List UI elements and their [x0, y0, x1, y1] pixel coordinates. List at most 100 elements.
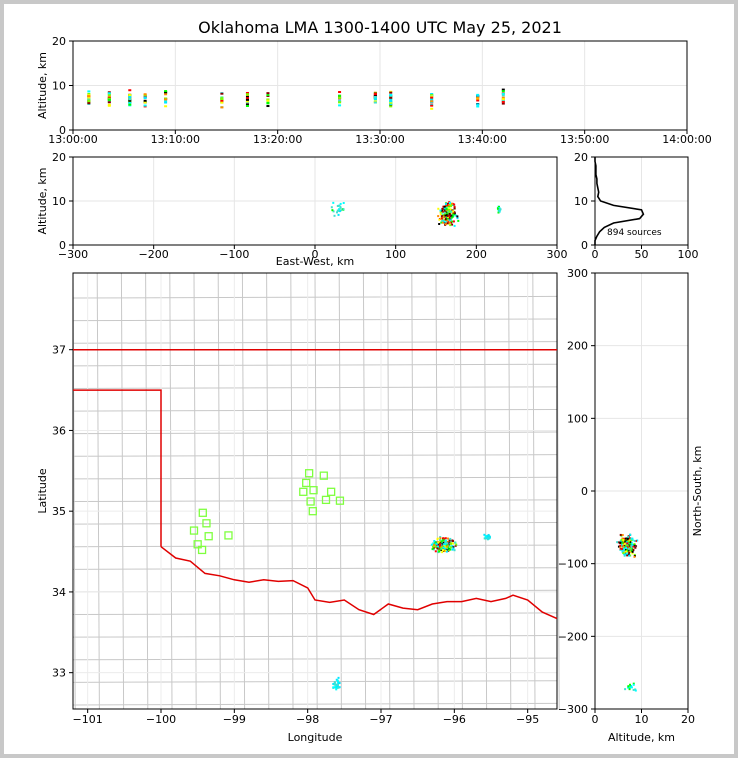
source-mark [441, 543, 444, 546]
county-line [72, 341, 558, 344]
source-mark [630, 539, 633, 542]
source-mark [434, 541, 437, 544]
source-mark [624, 543, 627, 546]
source-mark [452, 211, 455, 214]
source-mark [622, 551, 625, 554]
county-line [72, 408, 558, 412]
source-mark [628, 554, 631, 557]
altitude-histogram-panel: 0 50 100 0 10 20 894 sources [574, 151, 699, 261]
source-mark [437, 548, 440, 551]
source-mark [497, 211, 500, 214]
source-mark [439, 545, 442, 548]
source-mark [332, 201, 335, 204]
source-mark [450, 540, 453, 543]
source-mark [499, 208, 502, 211]
source-mark [626, 539, 629, 542]
source-mark [634, 688, 637, 691]
source-mark [628, 551, 631, 554]
source-mark [627, 540, 630, 543]
source-mark [454, 544, 457, 547]
x-tick-label: 100 [678, 248, 699, 261]
county-line [459, 272, 463, 710]
source-mark [373, 97, 377, 100]
source-mark [439, 536, 442, 539]
source-mark [440, 217, 443, 220]
source-mark [337, 686, 340, 689]
source-mark [438, 222, 441, 225]
source-mark [437, 551, 440, 554]
source-mark [451, 204, 454, 207]
source-mark [621, 534, 624, 537]
source-mark [440, 215, 443, 218]
source-mark [440, 546, 443, 549]
source-mark [335, 683, 338, 686]
source-mark [446, 222, 449, 225]
source-mark [128, 98, 132, 101]
source-mark [336, 685, 339, 688]
source-mark [164, 105, 168, 108]
x-tick-label: 10 [635, 713, 649, 726]
source-mark [451, 548, 454, 551]
source-mark [624, 553, 627, 556]
source-mark [446, 537, 449, 540]
source-mark [441, 549, 444, 552]
county-line [96, 272, 100, 710]
source-mark [452, 547, 455, 550]
source-mark [450, 216, 453, 219]
source-mark [338, 208, 341, 211]
source-mark [450, 215, 453, 218]
source-mark [476, 98, 480, 101]
source-mark [634, 540, 637, 543]
source-mark [442, 539, 445, 542]
source-mark [87, 92, 91, 95]
x-tick-label: 100 [385, 248, 406, 261]
source-mark [451, 223, 454, 226]
county-line [241, 272, 246, 710]
source-mark [446, 218, 449, 221]
source-mark [625, 550, 628, 553]
source-mark [444, 202, 447, 205]
x-tick-label: 0 [312, 248, 319, 261]
source-mark [497, 205, 500, 208]
source-mark [164, 98, 168, 101]
source-mark [631, 543, 634, 546]
source-mark [342, 201, 345, 204]
source-mark [434, 550, 437, 553]
x-tick-label: 13:50:00 [560, 133, 609, 146]
source-mark [483, 537, 486, 540]
source-mark [430, 98, 434, 101]
source-mark [454, 541, 457, 544]
source-mark [453, 224, 456, 227]
source-mark [437, 545, 440, 548]
source-mark [624, 537, 627, 540]
x-tick-label: −100 [219, 248, 249, 261]
source-mark [501, 90, 505, 93]
source-mark [389, 93, 393, 96]
source-mark [446, 210, 449, 213]
source-mark [164, 100, 168, 103]
source-mark [632, 683, 635, 686]
source-mark [497, 207, 500, 210]
source-mark [629, 547, 632, 550]
source-mark [220, 100, 224, 103]
source-mark [332, 686, 335, 689]
x-tick-label: 13:40:00 [458, 133, 507, 146]
x-axis-label: East-West, km [276, 255, 354, 268]
source-mark [430, 543, 433, 546]
county-line [532, 272, 536, 710]
source-mark [446, 202, 449, 205]
source-mark [630, 686, 633, 689]
source-mark [450, 221, 453, 224]
source-mark [339, 206, 342, 209]
source-mark [450, 210, 453, 213]
source-mark [448, 208, 451, 211]
source-mark [245, 103, 249, 106]
county-line [72, 295, 558, 299]
source-mark [452, 546, 455, 549]
source-mark [444, 544, 447, 547]
source-mark [439, 539, 442, 542]
source-mark [373, 93, 377, 96]
station-marker [309, 486, 318, 495]
source-mark [498, 208, 501, 211]
county-line [72, 476, 558, 480]
